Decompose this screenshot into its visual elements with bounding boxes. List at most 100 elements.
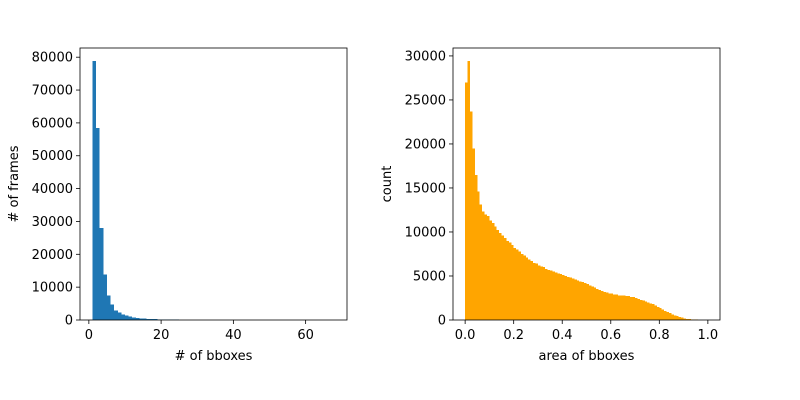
bbox-area-bar bbox=[622, 295, 626, 320]
bbox-area-bar bbox=[613, 294, 616, 320]
bbox-area-xtick-label: 0.8 bbox=[649, 328, 670, 343]
bbox-area-bar bbox=[537, 265, 541, 320]
bbox-count-axes-frame bbox=[79, 47, 348, 321]
bbox-area-bar bbox=[673, 315, 677, 320]
bbox-area-bar bbox=[635, 297, 638, 320]
bbox-area-xtick-label: 1.0 bbox=[698, 328, 719, 343]
bbox-area-bar bbox=[615, 294, 619, 320]
bbox-count-ytick-label: 10000 bbox=[32, 281, 73, 296]
bbox-area-bar bbox=[482, 211, 485, 320]
bbox-count-ytick-label: 0 bbox=[65, 314, 73, 329]
bbox-area-bar bbox=[516, 249, 519, 320]
bbox-area-bar bbox=[511, 245, 514, 320]
bbox-count-y-axis-label: # of frames bbox=[7, 145, 22, 222]
bbox-area-bar bbox=[596, 289, 599, 320]
bbox-area-ytick-label: 20000 bbox=[405, 137, 446, 152]
bbox-area-bar bbox=[591, 286, 594, 320]
bbox-area-bar bbox=[477, 191, 480, 320]
bbox-area-bar bbox=[530, 261, 534, 320]
bbox-area-xtick-label: 0.0 bbox=[455, 328, 476, 343]
bbox-count-xtick-label: 40 bbox=[225, 328, 242, 343]
bbox-area-bar bbox=[671, 314, 674, 320]
bbox-area-bar bbox=[557, 273, 560, 320]
bbox-area-bar bbox=[506, 240, 509, 320]
bbox-area-bar bbox=[542, 267, 546, 320]
bbox-area-bar bbox=[669, 313, 672, 320]
bbox-area-bar bbox=[664, 310, 667, 320]
bbox-count-ytick-label: 50000 bbox=[32, 149, 73, 164]
bbox-area-bar bbox=[494, 226, 497, 320]
bbox-area-bar bbox=[508, 242, 512, 320]
bbox-area-bar bbox=[465, 82, 468, 320]
bbox-area-bar bbox=[652, 304, 655, 320]
bbox-area-ytick-label: 10000 bbox=[405, 225, 446, 240]
bbox-area-bar bbox=[550, 270, 553, 320]
bbox-area-ytick-label: 0 bbox=[438, 314, 446, 329]
bbox-area-bar bbox=[513, 247, 517, 320]
bbox-area-ytick-label: 25000 bbox=[405, 93, 446, 108]
bbox-count-bar bbox=[96, 127, 100, 321]
bbox-area-bar bbox=[678, 317, 682, 320]
bbox-area-bar bbox=[571, 278, 575, 320]
bbox-area-bar bbox=[472, 148, 475, 320]
bbox-area-x-axis-label: area of bboxes bbox=[539, 349, 635, 364]
bbox-count-bar bbox=[114, 310, 118, 320]
bbox-area-ytick-label: 15000 bbox=[405, 181, 446, 196]
bbox-area-bar bbox=[491, 223, 495, 320]
bbox-area-bar bbox=[605, 292, 609, 320]
bbox-area-bar bbox=[574, 279, 577, 320]
bbox-count-bar bbox=[128, 316, 133, 320]
bbox-area-bar bbox=[467, 61, 470, 320]
bbox-area-bar bbox=[681, 317, 684, 320]
bbox-count-xtick-label: 20 bbox=[153, 328, 170, 343]
bbox-area-bars bbox=[465, 61, 708, 321]
bbox-area-bar bbox=[639, 299, 643, 320]
bbox-area-bar bbox=[525, 257, 529, 320]
bbox-count-bar bbox=[110, 304, 115, 320]
bbox-area-bar bbox=[659, 308, 662, 320]
bbox-area-bar bbox=[499, 232, 502, 320]
bbox-area-bar bbox=[528, 259, 531, 320]
bbox-count-bar bbox=[135, 317, 140, 320]
bbox-area-bar bbox=[647, 302, 650, 320]
bbox-count-bar bbox=[139, 318, 144, 320]
bbox-area-bar bbox=[618, 295, 621, 320]
bbox-area-bar bbox=[554, 272, 558, 320]
bbox-area-bar bbox=[564, 275, 568, 320]
bbox-area-bar bbox=[676, 316, 679, 320]
bbox-area-bar bbox=[535, 263, 538, 320]
bbox-area-bar bbox=[688, 319, 691, 320]
bbox-count-ytick-label: 20000 bbox=[32, 248, 73, 263]
bbox-count-bar bbox=[124, 315, 129, 320]
bbox-area-bar bbox=[520, 253, 524, 320]
bbox-area-bar bbox=[584, 283, 587, 320]
bbox-area-bar bbox=[469, 111, 473, 321]
bbox-area-bar bbox=[610, 293, 614, 320]
bbox-count-bar bbox=[103, 274, 107, 320]
bbox-area-bar bbox=[545, 268, 548, 320]
bbox-count-bar bbox=[132, 317, 136, 320]
bbox-count-xtick-label: 60 bbox=[297, 328, 314, 343]
bbox-area-bar bbox=[567, 276, 570, 320]
bbox-area-bar bbox=[666, 312, 670, 320]
bbox-count-bar bbox=[146, 318, 151, 320]
bbox-area-bar bbox=[686, 318, 689, 320]
bbox-area-bar bbox=[625, 296, 628, 320]
bbox-area-bar bbox=[562, 275, 565, 320]
bbox-area-bar bbox=[593, 287, 597, 320]
bbox-area-bar bbox=[637, 298, 640, 320]
bbox-count-xtick-label: 0 bbox=[85, 328, 93, 343]
bbox-area-bar bbox=[601, 290, 604, 320]
bbox-area-bar bbox=[581, 282, 585, 320]
bbox-count-bar bbox=[150, 319, 154, 320]
bbox-area-bar bbox=[523, 255, 526, 320]
bbox-count-x-axis-label: # of bboxes bbox=[175, 349, 253, 364]
bbox-count-ytick-label: 30000 bbox=[32, 215, 73, 230]
bbox-area-bar bbox=[649, 303, 653, 320]
bbox-count-bar bbox=[99, 228, 104, 320]
bbox-area-bar bbox=[496, 230, 500, 320]
bbox-area-bar bbox=[644, 301, 648, 320]
bbox-count-ytick-label: 80000 bbox=[32, 51, 73, 66]
